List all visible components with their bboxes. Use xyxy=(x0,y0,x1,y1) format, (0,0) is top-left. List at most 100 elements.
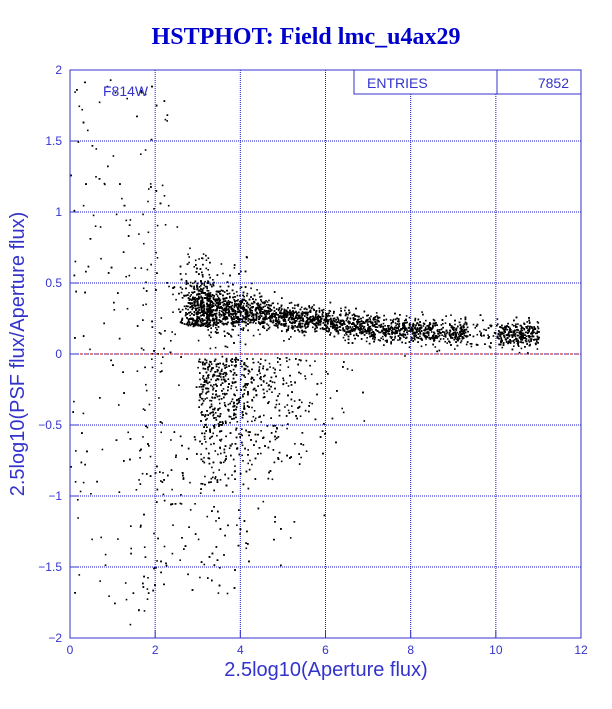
data-point xyxy=(197,339,200,342)
data-point xyxy=(186,321,189,324)
data-point xyxy=(206,325,209,327)
data-point xyxy=(260,421,262,423)
data-point xyxy=(201,391,204,393)
data-point xyxy=(256,374,259,376)
data-point xyxy=(138,609,140,611)
data-point xyxy=(356,315,358,317)
data-point xyxy=(527,331,530,333)
data-point xyxy=(479,330,481,333)
data-point xyxy=(160,362,163,365)
data-point xyxy=(163,545,166,548)
data-point xyxy=(264,305,266,307)
data-point xyxy=(276,357,279,359)
data-point xyxy=(206,397,208,399)
data-point xyxy=(425,319,427,322)
data-point xyxy=(95,176,97,178)
data-point xyxy=(431,336,434,338)
data-point xyxy=(419,338,422,340)
data-point xyxy=(218,421,221,423)
data-point xyxy=(516,331,518,334)
data-point xyxy=(204,475,206,478)
data-point xyxy=(253,410,256,412)
data-point xyxy=(211,435,214,438)
data-point xyxy=(246,301,249,304)
data-point xyxy=(145,389,148,392)
data-point xyxy=(403,319,406,322)
data-point xyxy=(263,375,265,378)
data-point xyxy=(258,368,261,371)
data-point xyxy=(142,408,145,410)
data-point xyxy=(434,346,437,348)
data-point xyxy=(199,396,202,398)
data-point xyxy=(222,272,224,275)
data-point xyxy=(224,318,227,321)
data-point xyxy=(265,317,268,320)
data-point xyxy=(517,345,520,347)
data-point xyxy=(520,337,523,339)
data-point xyxy=(196,307,198,310)
data-point xyxy=(197,366,199,369)
data-point xyxy=(266,301,269,303)
data-point xyxy=(218,299,220,302)
data-point xyxy=(153,208,155,210)
data-point xyxy=(536,348,539,350)
data-point xyxy=(272,302,275,304)
data-point xyxy=(454,348,456,350)
data-point xyxy=(213,384,215,386)
data-point xyxy=(201,402,204,405)
data-point xyxy=(153,532,155,535)
data-point xyxy=(299,415,302,417)
data-point xyxy=(197,538,200,541)
data-point xyxy=(235,429,237,431)
data-point xyxy=(139,449,141,452)
data-point xyxy=(235,316,238,318)
data-point xyxy=(220,452,222,455)
data-point xyxy=(222,388,225,390)
data-point xyxy=(453,327,455,329)
data-point xyxy=(223,323,226,325)
data-point xyxy=(78,574,81,576)
data-point xyxy=(188,298,191,300)
data-point xyxy=(228,447,231,449)
data-point xyxy=(213,427,216,429)
data-point xyxy=(213,281,215,284)
data-point xyxy=(220,440,222,442)
data-point xyxy=(222,297,224,300)
data-point xyxy=(513,345,515,347)
data-point xyxy=(147,577,149,579)
data-point xyxy=(320,382,323,385)
data-point xyxy=(247,431,250,433)
data-point xyxy=(441,334,443,336)
data-point xyxy=(160,333,162,335)
data-point xyxy=(213,424,216,426)
data-point xyxy=(503,328,506,330)
data-point xyxy=(241,374,243,376)
data-point xyxy=(254,417,257,420)
data-point xyxy=(327,323,329,325)
data-point xyxy=(257,312,259,315)
data-point xyxy=(344,309,346,312)
data-point xyxy=(349,325,351,328)
data-point xyxy=(279,369,281,371)
data-point xyxy=(336,324,339,327)
data-point xyxy=(187,308,189,311)
data-point xyxy=(207,387,210,390)
data-point xyxy=(233,298,235,301)
data-point xyxy=(230,334,232,337)
data-point xyxy=(255,308,258,311)
data-point xyxy=(227,403,230,406)
data-point xyxy=(144,93,147,96)
data-point xyxy=(142,436,144,438)
data-point xyxy=(189,302,191,304)
data-point xyxy=(217,331,219,334)
data-point xyxy=(311,402,313,405)
data-point xyxy=(138,479,140,481)
data-point xyxy=(194,280,197,282)
data-point xyxy=(220,376,222,378)
data-point xyxy=(443,335,445,337)
data-point xyxy=(281,312,284,314)
data-point xyxy=(362,316,364,319)
data-point xyxy=(211,385,214,388)
data-point xyxy=(261,302,264,304)
data-point xyxy=(314,318,317,321)
